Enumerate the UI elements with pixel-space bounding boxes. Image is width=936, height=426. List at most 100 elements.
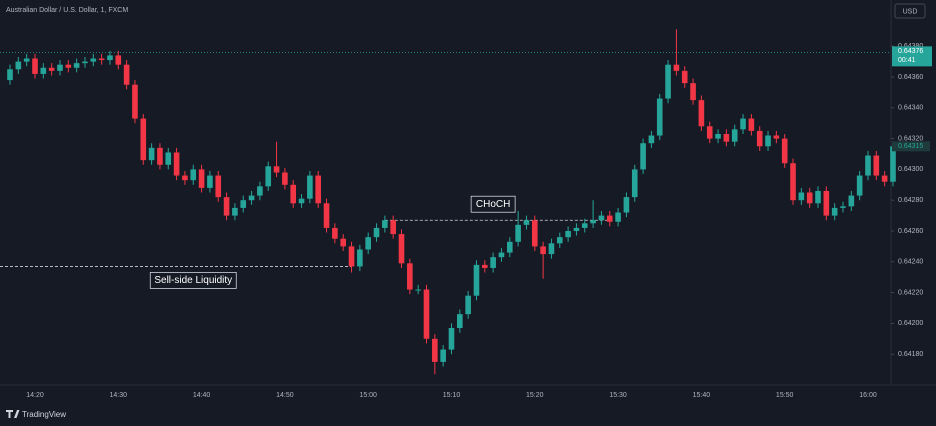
candle-body [706,126,713,139]
candle-body [490,257,496,268]
candle-body [173,152,180,176]
y-tick-label: 0.64320 [898,135,923,142]
candle-body [531,220,538,247]
candle-body [207,175,213,188]
y-tick-label: 0.64200 [898,320,923,327]
candle-body [881,175,888,182]
candle-body [148,147,155,161]
candle-body [573,227,580,231]
candle-body [348,246,355,267]
candle-body [698,100,705,127]
y-tick-label: 0.64180 [898,351,923,358]
price-tag-countdown: 00:41 [898,57,916,64]
candle-body [806,192,813,204]
candle-body [232,207,238,216]
candle-body [473,264,480,296]
candle-body [523,220,530,225]
candle-body [182,175,188,181]
candle-body [123,64,130,85]
x-tick-label: 15:30 [609,392,627,399]
candle-body [90,58,97,62]
candle-body [840,206,846,208]
candle-body [540,246,546,255]
candle-body [98,58,105,61]
candle-body [740,118,746,130]
candle-body [240,200,247,208]
brand-name: TradingView [22,410,66,419]
close-price-text: 0.64315 [898,143,923,150]
candle-body [623,197,630,213]
candle-body [890,146,896,182]
candle-body [581,223,588,228]
currency-button[interactable] [894,3,926,19]
liquidity-label-box [149,272,237,289]
candle-body [873,155,880,176]
close-price-tag [892,141,930,152]
candle-body [357,249,363,267]
candle-body [665,64,671,99]
candle-body [615,212,621,222]
candle-body [440,349,446,362]
candle-body [290,184,297,204]
candle-body [48,67,55,71]
candle-body [640,143,646,170]
candle-body [107,55,113,61]
y-tick-label: 0.64220 [898,289,923,296]
candle-body [773,135,780,139]
candle-body [373,227,380,238]
x-tick-label: 15:00 [359,392,377,399]
candle-body [390,220,396,235]
choch-label-box [470,195,516,213]
candle-body [482,264,488,268]
candle-body [848,195,855,207]
candle-body [673,64,680,71]
candle-body [398,234,405,264]
choch-label: CHoCH [476,199,510,210]
candle-body [656,98,663,136]
candle-body [32,58,38,74]
x-tick-label: 16:00 [859,392,877,399]
candle-body [690,83,696,101]
candle-body [57,64,63,71]
candle-body [781,138,788,164]
candle-body [457,314,463,329]
candle-body [515,224,521,242]
y-tick-label: 0.64280 [898,197,923,204]
candle-body [823,190,830,216]
candle-body [631,169,638,198]
x-tick-label: 15:20 [526,392,544,399]
candle-body [223,197,230,216]
candle-body [257,186,263,196]
x-tick-label: 15:50 [776,392,794,399]
candle-body [681,70,688,84]
candle-body [865,155,871,176]
liquidity-label: Sell-side Liquidity [154,275,232,286]
candle-body [315,175,322,204]
candle-body [82,61,88,64]
candle-body [465,295,471,315]
candle-body [407,263,413,290]
candle-body [307,175,313,199]
candle-body [40,67,47,74]
candle-body [556,237,563,244]
candle-body [548,243,555,255]
candle-body [715,133,721,139]
x-tick-label: 14:20 [26,392,44,399]
candle-body [415,289,421,291]
candle-body [831,207,838,216]
currency-label[interactable]: USD [903,8,918,15]
y-tick-label: 0.64260 [898,228,923,235]
candle-body [157,147,163,165]
candle-body [798,192,805,201]
candle-body [140,118,147,161]
chart-title: Australian Dollar / U.S. Dollar, 1, FXCM [6,7,128,14]
candle-body [265,166,272,187]
candle-body [15,61,22,70]
candle-body [282,172,288,185]
candle-body [248,195,255,201]
candle-body [790,163,796,201]
candle-body [7,69,13,81]
brand-logo [6,410,20,418]
